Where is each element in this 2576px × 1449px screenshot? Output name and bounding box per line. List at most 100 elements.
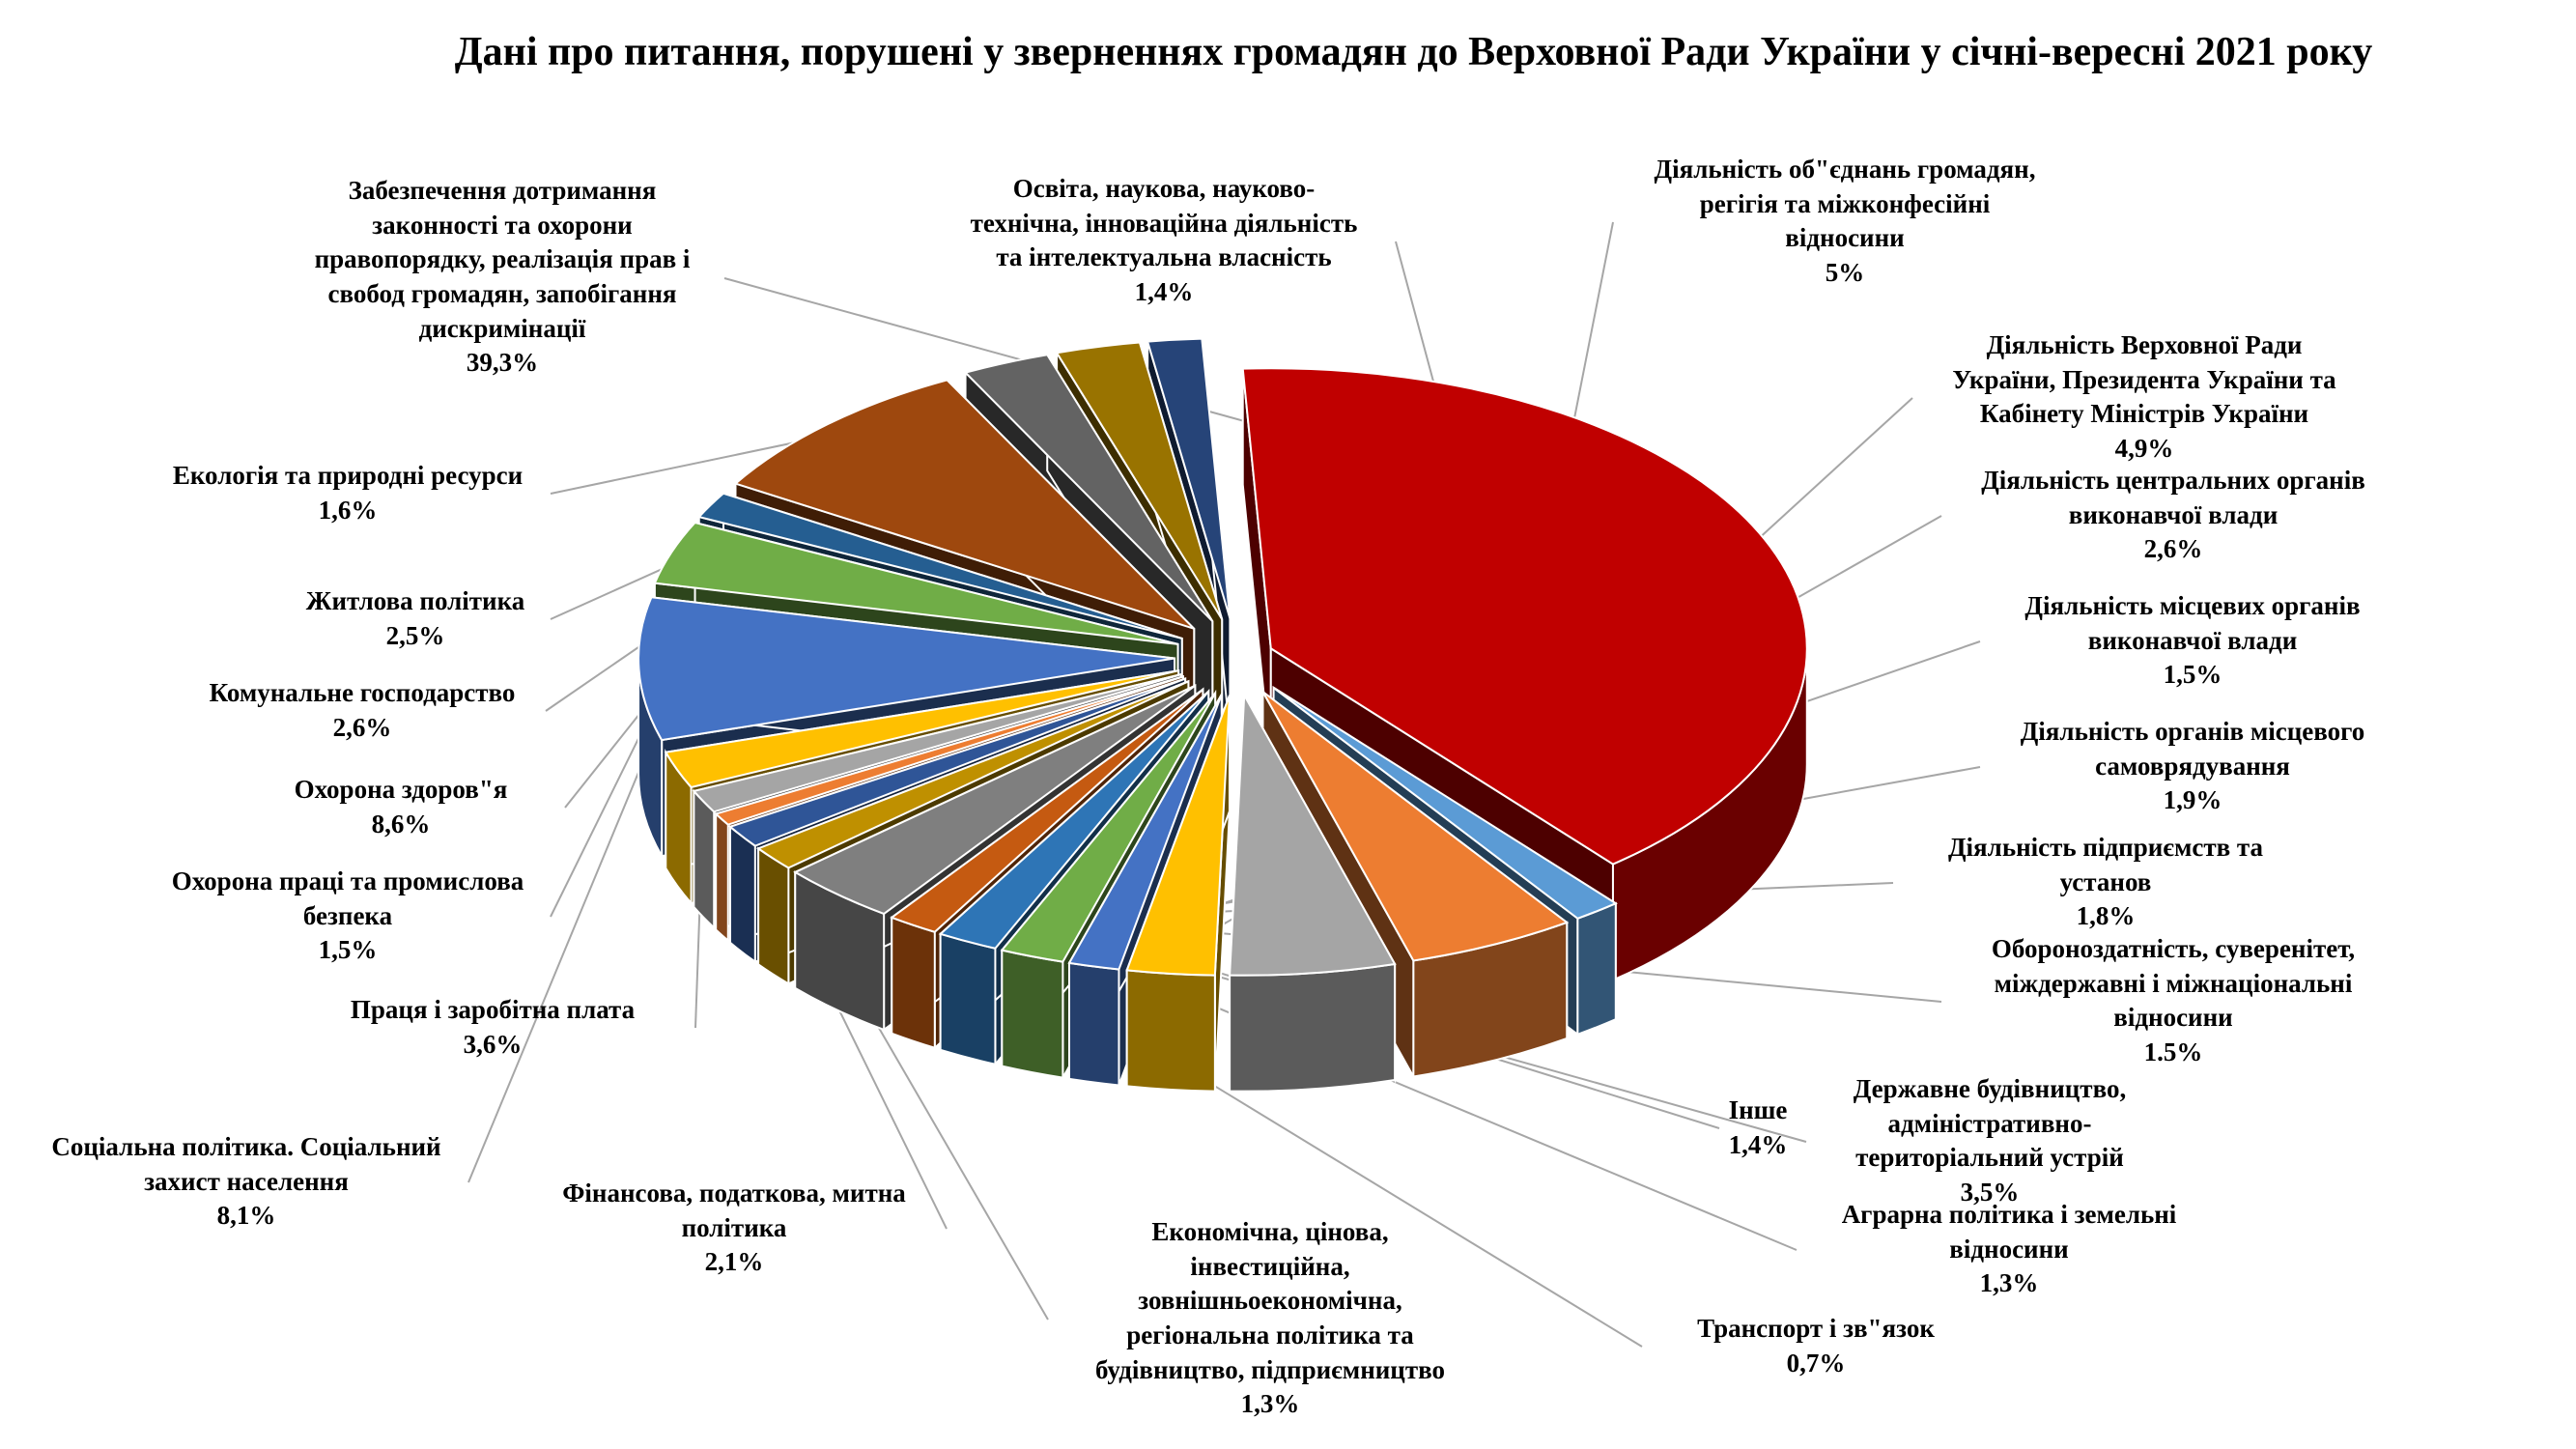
slice-label: Економічна, цінова, інвестиційна, зовнішнь… <box>1029 1215 1512 1422</box>
slice-value-label: 1,3% <box>1240 1389 1300 1419</box>
slice-value-label: 1,3% <box>1979 1268 2039 1298</box>
pie-slice-rim <box>1125 969 1216 1093</box>
pie-slice-top <box>1146 337 1231 619</box>
slice-label-text: України, Президента України та <box>1952 364 2336 394</box>
slice-label-text: Забезпечення дотримання <box>348 176 657 205</box>
pie-slice-top <box>1229 692 1397 977</box>
slice-value-label: 4,9% <box>2114 433 2174 463</box>
slice-label: Фінансова, податкова, митна політика 2,1% <box>502 1177 966 1280</box>
slice-label: Діяльність місцевих органів виконавчої вл… <box>1961 589 2424 693</box>
pie-slice-top <box>756 680 1189 869</box>
slice-label-text: відносини <box>1785 223 1905 253</box>
slice-label: Освіта, наукова, науково-технічна, іннов… <box>913 172 1415 310</box>
slice-label: Інше 1,4% <box>1700 1094 1816 1162</box>
pie-slice-rim <box>715 811 729 943</box>
slice-label-text: Діяльність центральних органів <box>1981 466 2365 495</box>
slice-label-text: Інше <box>1728 1095 1788 1124</box>
slice-label-text: територіальний устрій <box>1855 1143 2124 1173</box>
slice-value-label: 1,9% <box>2163 785 2222 815</box>
pie-slice-top <box>890 688 1204 933</box>
slice-label-text: установ <box>2059 867 2152 896</box>
pie-slice-top <box>963 354 1214 622</box>
pie-slice-top <box>664 669 1179 789</box>
pie-slice-top <box>696 492 1183 639</box>
slice-label-text: Діяльність місцевих органів <box>2024 591 2361 620</box>
pie-slice-rim <box>891 916 936 1050</box>
slice-label-text: Державне будівництво, <box>1853 1074 2127 1103</box>
pie-slice-rim <box>1068 961 1120 1087</box>
slice-value-label: 1,5% <box>318 935 378 965</box>
slice-value-label: 8,6% <box>371 809 431 838</box>
slice-label-text: дискримінації <box>418 313 586 343</box>
slice-label-text: технічна, інноваційна діяльність <box>970 208 1358 238</box>
slice-label-text: Охорона здоров"я <box>294 775 508 804</box>
slice-label: Забезпечення дотримання законності та охо… <box>261 174 744 381</box>
slice-label: Діяльність органів місцевого самоврядуван… <box>1961 715 2424 818</box>
slice-label-text: Кабінету Міністрів України <box>1979 399 2309 429</box>
slice-label-text: Житлова політика <box>305 586 525 615</box>
slice-label: Діяльність центральних органів виконавчої… <box>1922 464 2424 567</box>
slice-label-text: свобод громадян, запобігання <box>327 278 677 308</box>
slice-label-text: Охорона праці та промислова <box>171 867 524 895</box>
slice-label: Охорона здоров"я 8,6% <box>217 773 584 841</box>
slice-label-text: Фінансова, податкова, митна <box>562 1179 906 1208</box>
slice-label: Обороноздатність, суверенітет, міждержавн… <box>1922 932 2424 1070</box>
pie-slice-top <box>727 677 1186 847</box>
slice-value-label: 1,8% <box>2076 901 2136 931</box>
slice-value-label: 1,6% <box>318 495 378 525</box>
slice-value-label: 39,3% <box>466 348 539 378</box>
pie-slice-top <box>793 684 1196 916</box>
slice-label: Транспорт і зв"язок 0,7% <box>1623 1312 2009 1380</box>
pie-slice-rim <box>693 788 716 930</box>
slice-label-text: Економічна, цінова, <box>1151 1217 1389 1246</box>
slice-label-text: Транспорт і зв"язок <box>1697 1314 1935 1343</box>
pie-slice-3 <box>1229 691 1397 1093</box>
slice-label-text: інвестиційна, <box>1190 1251 1350 1281</box>
pie-slice-rim <box>1229 962 1397 1093</box>
slice-label-text: зовнішньоекономічна, <box>1138 1286 1402 1316</box>
slice-label-text: міждержавні і міжнаціональні <box>1994 968 2353 998</box>
slice-value-label: 8,1% <box>216 1201 276 1231</box>
slice-label-text: виконавчої влади <box>2087 625 2298 655</box>
pie-slice-rim <box>939 932 997 1066</box>
pie-slice-rim <box>728 824 756 964</box>
slice-label: Соціальна політика. Соціальний захист нас… <box>5 1130 488 1234</box>
slice-label-text: Екологія та природні ресурси <box>172 461 524 490</box>
slice-value-label: 1,4% <box>1134 276 1194 306</box>
slice-value-label: 5% <box>1825 257 1865 287</box>
slice-label: Праця і заробітна плата 3,6% <box>270 993 715 1062</box>
pie-slice-top <box>1261 691 1570 962</box>
pie-slice-top <box>1125 695 1231 977</box>
slice-label: Аграрна політика і земельні відносини 1,3% <box>1777 1198 2241 1301</box>
slice-value-label: 1.5% <box>2143 1037 2203 1066</box>
pie-slice-top <box>692 673 1182 813</box>
slice-label-text: регіональна політика та <box>1126 1320 1414 1350</box>
slice-label: Охорона праці та промислова безпека 1,5% <box>126 865 570 968</box>
slice-value-label: 3,6% <box>463 1029 523 1059</box>
slice-label: Комунальне господарство 2,6% <box>159 676 565 745</box>
slice-value-label: 0,7% <box>1786 1348 1846 1378</box>
slice-value-label: 1,4% <box>1728 1129 1788 1159</box>
slice-label-text: Обороноздатність, суверенітет, <box>1991 934 2356 963</box>
slice-label-text: адміністративно- <box>1887 1108 2092 1138</box>
slice-label-text: законності та охорони <box>372 210 633 240</box>
pie-slice-top <box>1055 341 1224 620</box>
slice-label-text: відносини <box>2113 1003 2233 1033</box>
pie-slice-rim <box>1001 949 1064 1079</box>
slice-value-label: 2,5% <box>385 620 445 650</box>
slice-label: Екологія та природні ресурси 1,6% <box>126 459 570 527</box>
pie-slice-top <box>1273 687 1618 920</box>
pie-slice-top <box>733 379 1195 630</box>
slice-label-text: регігія та міжконфесійні <box>1699 188 1991 218</box>
pie-slice-top <box>714 675 1184 826</box>
slice-label-text: Діяльність органів місцевого <box>2020 717 2365 746</box>
slice-label-text: будівництво, підприємництво <box>1094 1354 1446 1384</box>
slice-label-text: політика <box>681 1212 787 1242</box>
pie-slice-4 <box>1125 695 1231 1093</box>
slice-label: Житлова політика 2,5% <box>261 584 570 653</box>
pie-slice-top <box>653 521 1178 645</box>
slice-label-text: Комунальне господарство <box>209 678 516 707</box>
slice-value-label: 1,5% <box>2163 660 2222 690</box>
pie-slice-rim <box>757 846 790 986</box>
